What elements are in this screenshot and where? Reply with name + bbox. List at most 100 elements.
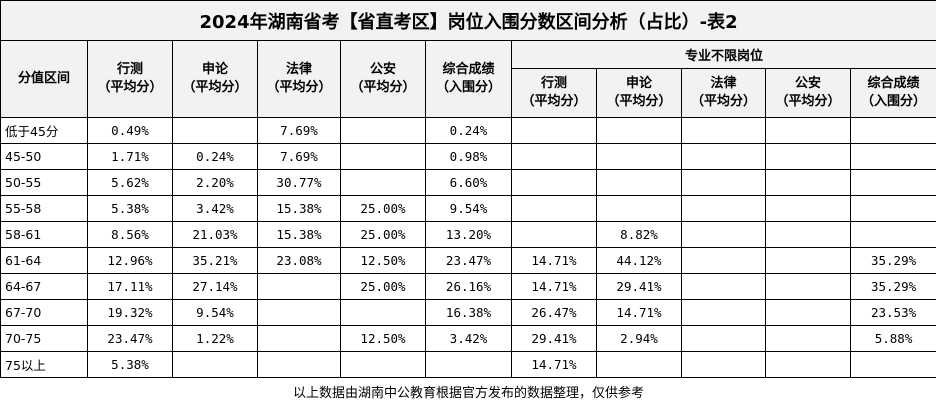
value-cell	[257, 273, 341, 300]
header-cell: 综合成绩 （入围分）	[425, 40, 512, 118]
value-cell: 2.94%	[596, 325, 682, 352]
value-cell: 23.47%	[425, 247, 512, 274]
value-cell	[257, 325, 341, 352]
range-cell: 55-58	[0, 195, 88, 222]
value-cell	[765, 273, 851, 300]
header-sub: （入围分）	[861, 94, 927, 109]
data-row: 55-58 5.38% 3.42% 15.38% 25.00% 9.54%	[0, 195, 936, 222]
value-cell	[511, 221, 597, 248]
footer-row: 以上数据由湖南中公教育根据官方发布的数据整理，仅供参考	[1, 378, 936, 406]
value-cell: 14.71%	[511, 273, 597, 300]
value-cell	[257, 299, 341, 326]
value-cell	[340, 299, 426, 326]
header-cell: 法律 （平均分）	[257, 40, 341, 118]
title-row: 2024年湖南省考【省直考区】岗位入围分数区间分析（占比）-表2	[0, 0, 936, 41]
header-row: 行测 （平均分） 申论 （平均分） 法律 （平均分） 公安 （平均分） 综合成绩 （入围分）	[1, 68, 936, 118]
value-cell	[596, 117, 682, 144]
value-cell: 9.54%	[172, 299, 258, 326]
value-cell	[765, 221, 851, 248]
header-cell: 行测 （平均分）	[511, 68, 597, 118]
value-cell	[511, 169, 597, 196]
value-cell	[765, 299, 851, 326]
value-cell: 0.24%	[425, 117, 512, 144]
data-row: 45-50 1.71% 0.24% 7.69% 0.98%	[0, 143, 936, 170]
value-cell: 5.38%	[87, 351, 173, 378]
range-cell: 75以上	[0, 351, 88, 378]
range-cell: 64-67	[0, 273, 88, 300]
value-cell: 2.20%	[172, 169, 258, 196]
value-cell: 12.50%	[340, 325, 426, 352]
header-cell: 申论 （平均分）	[596, 68, 682, 118]
header-cell: 法律 （平均分）	[681, 68, 766, 118]
value-cell	[425, 351, 512, 378]
value-cell	[511, 117, 597, 144]
header-cell: 公安 （平均分）	[340, 40, 426, 118]
header-name: 公安	[794, 76, 821, 91]
header-sub: （平均分）	[775, 94, 841, 109]
value-cell	[257, 351, 341, 378]
value-cell: 14.71%	[511, 247, 597, 274]
value-cell: 21.03%	[172, 221, 258, 248]
header-name: 行测	[116, 62, 143, 77]
value-cell	[511, 143, 597, 170]
value-cell: 3.42%	[425, 325, 512, 352]
header-cell: 分值区间	[0, 40, 88, 118]
value-cell	[681, 195, 766, 222]
data-row: 70-75 23.47% 1.22% 12.50% 3.42% 29.41% 2.94% 5.…	[0, 325, 936, 352]
value-cell	[681, 299, 766, 326]
header-cell: 综合成绩 （入围分）	[849, 68, 936, 118]
value-cell	[765, 143, 851, 170]
value-cell: 25.00%	[340, 273, 426, 300]
header-sub: （平均分）	[690, 94, 756, 109]
header-sub: （平均分）	[606, 94, 672, 109]
value-cell: 14.71%	[511, 351, 597, 378]
header-sub: （平均分）	[521, 94, 587, 109]
data-row: 低于45分 0.49% 7.69% 0.24%	[0, 117, 936, 144]
value-cell	[849, 143, 936, 170]
value-cell: 23.53%	[849, 299, 936, 326]
value-cell: 26.16%	[425, 273, 512, 300]
value-cell: 44.12%	[596, 247, 682, 274]
value-cell: 5.38%	[87, 195, 173, 222]
value-cell: 27.14%	[172, 273, 258, 300]
value-cell	[596, 195, 682, 222]
value-cell: 26.47%	[511, 299, 597, 326]
value-cell: 14.71%	[596, 299, 682, 326]
value-cell	[172, 351, 258, 378]
header-sub: （平均分）	[350, 80, 416, 95]
header-row: 分值区间 行测 （平均分） 申论 （平均分） 法律 （平均分） 公安 （平均分） 综合成绩 （入围分…	[0, 40, 936, 118]
value-cell	[765, 247, 851, 274]
header-name: 行测	[540, 76, 567, 91]
value-cell: 15.38%	[257, 221, 341, 248]
value-cell: 25.00%	[340, 195, 426, 222]
header-cell: 行测 （平均分）	[87, 40, 173, 118]
value-cell: 0.49%	[87, 117, 173, 144]
value-cell	[681, 117, 766, 144]
value-cell	[596, 143, 682, 170]
value-cell: 9.54%	[425, 195, 512, 222]
title: 2024年湖南省考【省直考区】岗位入围分数区间分析（占比）-表2	[0, 0, 936, 41]
value-cell: 35.29%	[849, 247, 936, 274]
value-cell: 17.11%	[87, 273, 173, 300]
range-cell: 70-75	[0, 325, 88, 352]
value-cell	[511, 195, 597, 222]
value-cell: 6.60%	[425, 169, 512, 196]
value-cell: 25.00%	[340, 221, 426, 248]
value-cell: 1.71%	[87, 143, 173, 170]
value-cell	[340, 351, 426, 378]
value-cell	[681, 221, 766, 248]
data-row: 67-70 19.32% 9.54% 16.38% 26.47% 14.71% 23.53%	[0, 299, 936, 326]
value-cell	[765, 195, 851, 222]
value-cell: 29.41%	[511, 325, 597, 352]
value-cell: 30.77%	[257, 169, 341, 196]
header-name: 申论	[201, 62, 228, 77]
value-cell	[765, 169, 851, 196]
data-row: 50-55 5.62% 2.20% 30.77% 6.60%	[0, 169, 936, 196]
value-cell: 3.42%	[172, 195, 258, 222]
value-cell	[596, 351, 682, 378]
header-cell: 申论 （平均分）	[172, 40, 258, 118]
value-cell	[681, 143, 766, 170]
header-name: 分值区间	[17, 71, 70, 86]
